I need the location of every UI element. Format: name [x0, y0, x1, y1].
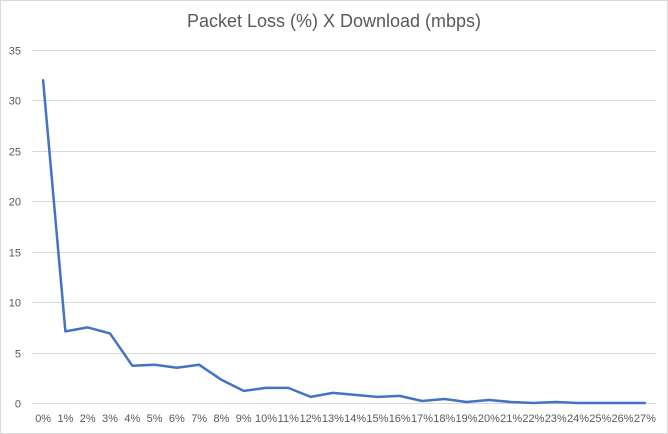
- gridlines: [32, 50, 656, 404]
- x-tick-label: 18%: [433, 413, 455, 425]
- x-tick-label: 15%: [366, 413, 388, 425]
- y-axis-labels: 0 5 10 15 20 25 30 35: [9, 46, 21, 411]
- x-axis-labels: 0% 1% 2% 3% 4% 5% 6% 7% 8% 9% 10% 11% 12% 13% 14% 15% 16…: [35, 413, 656, 425]
- x-tick-label: 13%: [322, 413, 344, 425]
- y-tick-label: 35: [9, 46, 21, 58]
- x-tick-label: 16%: [389, 413, 411, 425]
- x-tick-label: 17%: [411, 413, 433, 425]
- y-tick-label: 0: [15, 399, 21, 411]
- x-tick-label: 10%: [255, 413, 277, 425]
- y-tick-label: 20: [9, 197, 21, 209]
- x-tick-label: 1%: [57, 413, 73, 425]
- x-tick-label: 23%: [545, 413, 567, 425]
- x-tick-label: 26%: [612, 413, 634, 425]
- x-tick-label: 14%: [344, 413, 366, 425]
- y-tick-label: 30: [9, 96, 21, 108]
- y-tick-label: 25: [9, 147, 21, 159]
- x-tick-label: 12%: [300, 413, 322, 425]
- x-tick-label: 20%: [478, 413, 500, 425]
- y-tick-label: 10: [9, 298, 21, 310]
- x-tick-label: 6%: [169, 413, 185, 425]
- x-tick-label: 19%: [456, 413, 478, 425]
- y-tick-label: 5: [15, 349, 21, 361]
- x-tick-label: 4%: [124, 413, 140, 425]
- x-tick-label: 3%: [102, 413, 118, 425]
- x-tick-label: 2%: [80, 413, 96, 425]
- x-tick-label: 21%: [500, 413, 522, 425]
- x-tick-label: 11%: [278, 413, 299, 425]
- y-tick-label: 15: [9, 248, 21, 260]
- x-tick-label: 8%: [213, 413, 229, 425]
- x-tick-label: 9%: [236, 413, 252, 425]
- x-tick-label: 22%: [522, 413, 544, 425]
- series-layer: [41, 79, 647, 405]
- x-tick-label: 25%: [589, 413, 611, 425]
- x-tick-label: 7%: [191, 413, 207, 425]
- x-tick-label: 27%: [634, 413, 656, 425]
- x-tick-label: 0%: [35, 413, 51, 425]
- chart-title: Packet Loss (%) X Download (mbps): [186, 11, 482, 31]
- series-line-0: [41, 79, 647, 405]
- x-tick-label: 5%: [147, 413, 163, 425]
- x-tick-label: 24%: [567, 413, 589, 425]
